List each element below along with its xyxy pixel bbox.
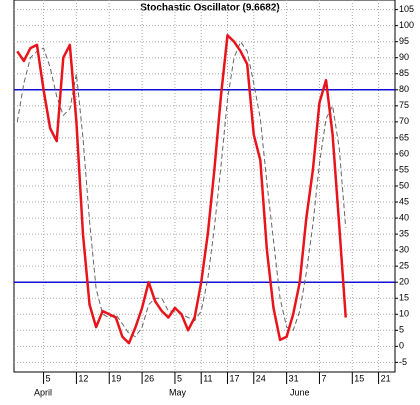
x-tick-label: 11	[203, 373, 212, 383]
y-tick-label: 80	[399, 84, 409, 94]
x-tick-label: 15	[354, 373, 364, 383]
y-tick-label: 35	[399, 228, 409, 238]
y-tick-label: 95	[399, 36, 409, 46]
month-label: June	[290, 387, 310, 397]
y-tick-label: 60	[399, 148, 409, 158]
x-tick-label: 5	[46, 373, 51, 383]
x-tick-label: 12	[78, 373, 88, 383]
y-tick-label: 65	[399, 132, 409, 142]
y-tick-label: 85	[399, 68, 409, 78]
y-tick-label: 10	[399, 309, 409, 319]
y-tick-label: 15	[399, 293, 409, 303]
x-tick-label: 26	[144, 373, 154, 383]
x-tick-label: 17	[229, 373, 239, 383]
x-tick-label: 7	[321, 373, 326, 383]
y-tick-label: 50	[399, 180, 409, 190]
y-tick-label: 45	[399, 196, 409, 206]
y-tick-label: 90	[399, 52, 409, 62]
x-tick-label: 5	[177, 373, 182, 383]
chart-title: Stochastic Oscillator (9.6682)	[140, 3, 280, 14]
y-tick-label: 70	[399, 116, 409, 126]
x-tick-label: 24	[256, 373, 266, 383]
x-tick-label: 19	[111, 373, 121, 383]
y-tick-label: 55	[399, 164, 409, 174]
x-tick-label: 31	[289, 373, 299, 383]
y-tick-label: 30	[399, 245, 409, 255]
month-label: May	[169, 387, 187, 397]
y-tick-label: 40	[399, 212, 409, 222]
y-tick-label: 5	[399, 325, 404, 335]
y-tick-label: 25	[399, 261, 409, 271]
x-tick-label: 21	[381, 373, 391, 383]
y-tick-label: 100	[399, 20, 414, 30]
series-line	[16, 34, 347, 345]
y-tick-label: 75	[399, 100, 409, 110]
y-tick-label: 20	[399, 277, 409, 287]
month-label: April	[34, 387, 52, 397]
y-tick-label: 105	[399, 4, 414, 14]
y-tick-label: 0	[399, 341, 404, 351]
y-tick-label: -5	[399, 357, 407, 367]
